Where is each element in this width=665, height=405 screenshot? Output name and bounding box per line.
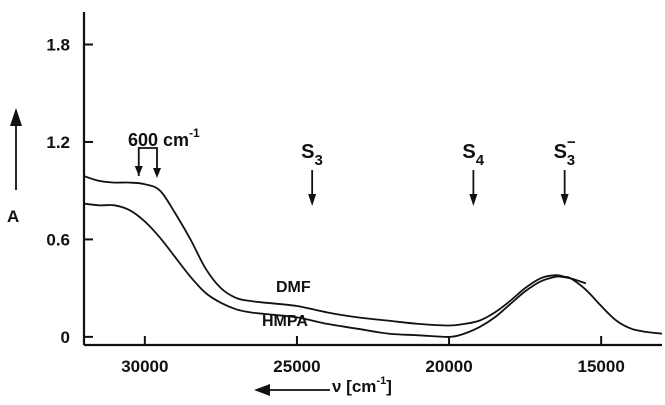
series-line-hmpa [83, 202, 587, 338]
chart-curves [83, 175, 663, 338]
marker-label: S3 [301, 141, 323, 169]
y-axis-label-group: A [7, 108, 22, 226]
marker-arrowhead [560, 194, 569, 206]
marker-label: S− 3 [554, 134, 576, 169]
curve-label-hmpa: HMPA [262, 313, 308, 330]
bracket-line [137, 147, 158, 176]
x-axis-label: ν [cm-1] [332, 375, 392, 396]
curve-label-dmf: DMF [276, 279, 311, 296]
marker-arrowhead [308, 194, 317, 206]
x-tick-label: 20000 [425, 357, 472, 376]
marker-arrowhead [469, 194, 478, 206]
bracket-arrowhead-left [134, 166, 143, 176]
x-tick-label: 25000 [273, 357, 320, 376]
marker-label: S4 [462, 141, 484, 169]
bracket-label: 600 cm-1 [128, 126, 200, 150]
y-tick-label: 0.6 [46, 230, 70, 249]
y-tick-label: 1.2 [46, 133, 70, 152]
x-tick-label: 15000 [578, 357, 625, 376]
y-axis-arrowhead [10, 108, 22, 126]
bracket-arrowhead-right [153, 168, 162, 178]
x-axis-arrowhead [254, 384, 270, 396]
y-tick-label: 1.8 [46, 35, 70, 54]
y-axis-label: A [7, 207, 19, 226]
series-line-dmf [83, 175, 663, 335]
x-axis-label-group: ν [cm-1] [254, 375, 392, 396]
chart-axes [82, 12, 662, 347]
x-tick-label: 30000 [121, 357, 168, 376]
chart-ticks: 30000 25000 20000 15000 0 0.6 1.2 1.8 [46, 35, 624, 376]
chart-annotations: 600 cm-1 S3 S4 S− 3 [128, 126, 576, 206]
y-tick-label: 0 [61, 328, 70, 347]
